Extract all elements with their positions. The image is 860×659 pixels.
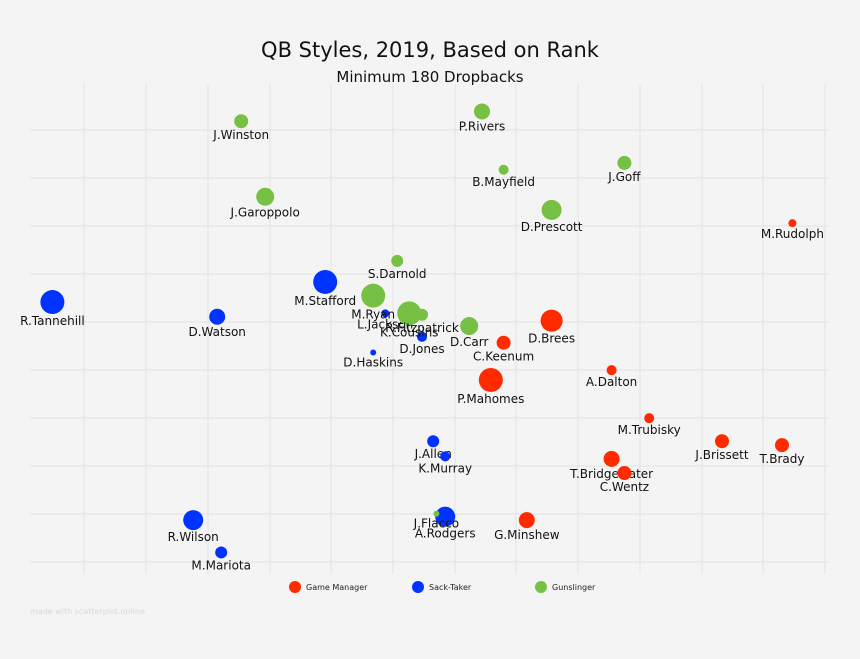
grid: [30, 84, 830, 574]
legend-label: Sack-Taker: [429, 583, 472, 592]
data-point: [370, 349, 377, 356]
point-label: C.Wentz: [600, 480, 649, 494]
point-label: R.Fitzpatrick: [385, 321, 459, 335]
data-point: [460, 317, 479, 336]
data-point: [775, 438, 789, 453]
point-label: C.Keenum: [473, 350, 534, 364]
data-point: [617, 466, 632, 481]
point-label: G.Minshew: [494, 528, 560, 542]
data-point: [435, 506, 456, 527]
point-label: S.Darnold: [368, 267, 427, 281]
data-point: [788, 219, 797, 228]
point-label: M.Ryan: [351, 308, 395, 322]
point-label: A.Dalton: [586, 375, 637, 389]
data-point: [715, 434, 729, 449]
point-label: A.Rodgers: [415, 527, 476, 541]
data-point: [256, 187, 275, 206]
point-label: M.Stafford: [294, 294, 356, 308]
data-point: [644, 413, 655, 424]
point-label: J.Winston: [212, 128, 269, 142]
data-point: [215, 546, 228, 559]
legend-label: Gunslinger: [552, 583, 596, 592]
point-label: K.Cousins: [380, 325, 438, 339]
data-point: [606, 365, 617, 376]
data-point: [391, 254, 404, 267]
point-label: J.Goff: [607, 170, 641, 184]
data-point: [518, 512, 535, 529]
point-label: R.Tannehill: [20, 314, 85, 328]
point-label: D.Prescott: [521, 220, 583, 234]
point-label: J.Brissett: [694, 448, 748, 462]
point-label: D.Haskins: [343, 356, 403, 370]
point-label: K.Murray: [418, 461, 472, 475]
point-label: R.Wilson: [168, 530, 219, 544]
series-game-manager: M.Rudolph D.Brees C.Keenum A.Dalton P.Mahome…: [457, 219, 824, 542]
point-label: B.Mayfield: [472, 175, 535, 189]
point-label: D.Brees: [528, 332, 575, 346]
data-point: [474, 103, 490, 120]
legend: Game Manager Sack-Taker Gunslinger: [289, 581, 596, 593]
point-label: D.Carr: [450, 335, 489, 349]
data-point: [313, 269, 338, 294]
point-label: P.Mahomes: [457, 392, 524, 406]
point-label: D.Jones: [399, 342, 444, 356]
data-point: [381, 309, 390, 318]
watermark: made with scatterplot.online: [30, 607, 145, 616]
data-point: [416, 308, 428, 321]
data-point: [603, 450, 620, 467]
data-point: [540, 309, 563, 332]
data-point: [40, 290, 65, 315]
data-point: [361, 283, 386, 308]
point-label: M.Mariota: [191, 558, 251, 572]
point-label: T.Bridgewater: [569, 467, 653, 481]
data-point: [478, 367, 503, 392]
point-label: J.Flacco: [413, 517, 459, 531]
legend-marker: [289, 581, 301, 593]
data-point: [209, 308, 226, 325]
data-point: [427, 435, 440, 448]
point-label: J.Garoppolo: [230, 206, 300, 220]
legend-label: Game Manager: [306, 583, 368, 592]
legend-marker: [412, 581, 424, 593]
data-point: [397, 301, 422, 326]
data-point: [433, 510, 440, 517]
point-label: M.Rudolph: [761, 227, 824, 241]
data-point: [183, 510, 204, 531]
point-label: P.Rivers: [459, 119, 506, 133]
series-gunslinger: J.Winston P.Rivers B.Mayfield J.Goff J.Garop…: [212, 103, 641, 531]
chart-title: QB Styles, 2019, Based on Rank: [261, 38, 600, 62]
point-label: D.Watson: [188, 325, 245, 339]
data-point: [617, 155, 632, 170]
data-points: M.Rudolph D.Brees C.Keenum A.Dalton P.Mahome…: [20, 103, 824, 572]
data-point: [234, 114, 249, 129]
data-point: [440, 451, 451, 462]
point-label: M.Trubisky: [618, 423, 681, 437]
data-point: [541, 199, 562, 220]
data-point: [417, 331, 427, 342]
data-point: [498, 164, 509, 175]
data-point: [496, 335, 511, 350]
point-label: T.Brady: [759, 452, 805, 466]
legend-marker: [535, 581, 547, 593]
point-label: L.Jackson: [357, 317, 413, 331]
chart-subtitle: Minimum 180 Dropbacks: [336, 68, 523, 86]
